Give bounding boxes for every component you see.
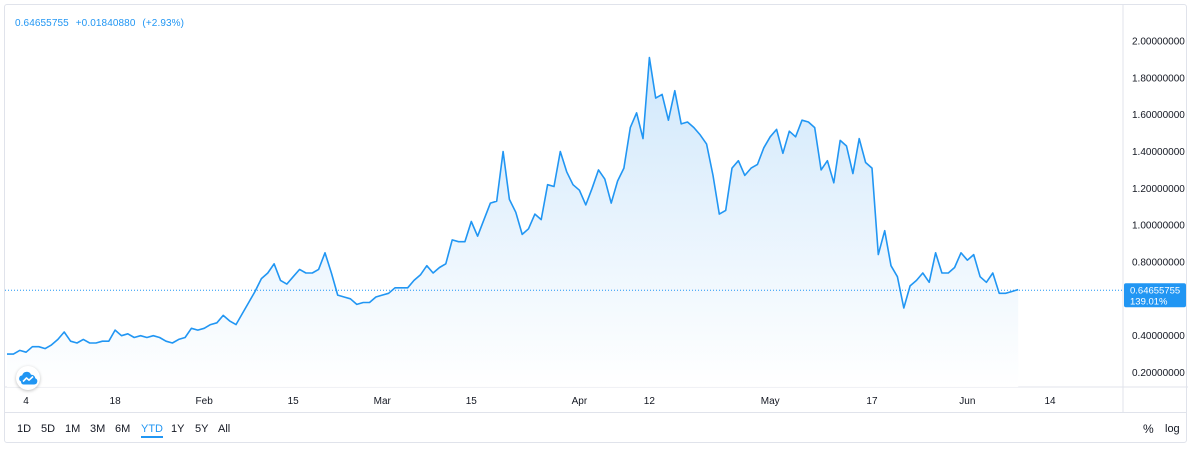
x-tick-label: May	[761, 396, 780, 407]
chart-widget: 0.200000000.400000000.600000000.80000000…	[4, 4, 1188, 443]
range-6m-button[interactable]: 6M	[115, 423, 131, 435]
x-tick-label: Feb	[196, 396, 214, 407]
y-tick-label: 0.20000000	[1132, 368, 1185, 379]
log-scale-toggle[interactable]: log	[1165, 423, 1180, 435]
range-all-button[interactable]: All	[218, 423, 231, 435]
range-5d-button[interactable]: 5D	[41, 423, 56, 435]
last-percent-label: 139.01%	[1130, 296, 1168, 307]
y-tick-label: 0.80000000	[1132, 258, 1185, 269]
range-toolbar: 1D 5D 1M 3M 6M YTD 1Y 5Y All % log	[4, 412, 1187, 443]
legend: 0.64655755 +0.01840880 (+2.93%)	[15, 18, 188, 29]
price-chart[interactable]: 0.200000000.400000000.600000000.80000000…	[5, 5, 1188, 413]
range-ytd-button[interactable]: YTD	[141, 423, 163, 438]
x-tick-label: Jun	[959, 396, 975, 407]
legend-change-pct: (+2.93%)	[142, 18, 185, 29]
x-tick-label: 15	[466, 396, 478, 407]
y-tick-label: 1.20000000	[1132, 184, 1185, 195]
price-area-fill	[7, 57, 1019, 387]
x-tick-label: 12	[644, 396, 656, 407]
y-tick-label: 1.00000000	[1132, 221, 1185, 232]
price-line	[7, 56, 1019, 355]
x-tick-label: 14	[1044, 396, 1056, 407]
x-tick-label: 18	[110, 396, 122, 407]
y-tick-label: 2.00000000	[1132, 37, 1185, 48]
y-tick-label: 1.40000000	[1132, 147, 1185, 158]
range-1m-button[interactable]: 1M	[65, 423, 81, 435]
y-tick-label: 0.40000000	[1132, 331, 1185, 342]
time-scale[interactable]: 4 18 Feb 15 Mar 15 Apr 12 May 17 Jun 14	[23, 396, 1056, 407]
legend-price: 0.64655755	[15, 18, 69, 29]
last-price-label: 0.64655755	[1130, 285, 1180, 296]
range-1y-button[interactable]: 1Y	[171, 423, 185, 435]
x-tick-label: 17	[866, 396, 878, 407]
y-tick-label: 1.80000000	[1132, 73, 1185, 84]
range-3m-button[interactable]: 3M	[90, 423, 106, 435]
range-5y-button[interactable]: 5Y	[195, 423, 209, 435]
percent-scale-toggle[interactable]: %	[1143, 422, 1154, 436]
legend-change: +0.01840880	[75, 18, 136, 29]
x-tick-label: 4	[23, 396, 29, 407]
y-tick-label: 1.60000000	[1132, 110, 1185, 121]
last-price-badge-bg	[1124, 283, 1186, 308]
x-tick-label: 15	[288, 396, 300, 407]
tradingview-cloud-icon[interactable]	[16, 366, 40, 390]
last-price-badge: 0.64655755 139.01%	[1124, 283, 1186, 308]
price-scale[interactable]: 0.200000000.400000000.600000000.80000000…	[1132, 37, 1185, 380]
range-1d-button[interactable]: 1D	[17, 423, 32, 435]
x-tick-label: Apr	[572, 396, 588, 407]
x-tick-label: Mar	[374, 396, 392, 407]
